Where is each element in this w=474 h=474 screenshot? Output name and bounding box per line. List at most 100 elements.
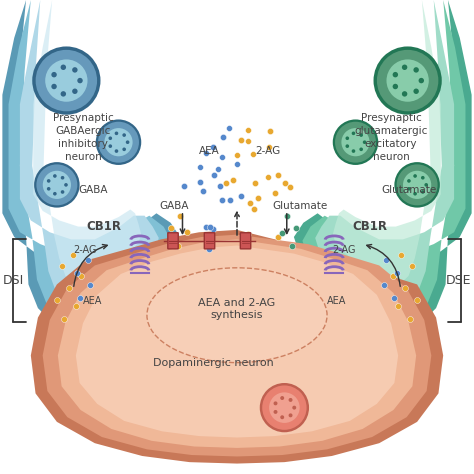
Circle shape xyxy=(280,396,284,400)
Circle shape xyxy=(289,413,292,417)
Text: GABA: GABA xyxy=(78,184,108,195)
Circle shape xyxy=(47,187,51,191)
Polygon shape xyxy=(43,235,431,456)
Text: AEA: AEA xyxy=(83,296,102,306)
Circle shape xyxy=(402,91,407,97)
Point xyxy=(244,127,251,134)
Point xyxy=(390,272,397,280)
Circle shape xyxy=(413,192,417,196)
Circle shape xyxy=(98,122,139,163)
Circle shape xyxy=(32,46,100,115)
Circle shape xyxy=(51,84,57,89)
Point xyxy=(244,137,252,145)
Polygon shape xyxy=(2,0,180,332)
Circle shape xyxy=(359,133,363,137)
Circle shape xyxy=(352,149,356,153)
Point xyxy=(227,196,234,203)
Circle shape xyxy=(273,401,277,405)
Point xyxy=(76,294,83,301)
Text: GABA: GABA xyxy=(160,201,189,211)
Text: Glutamate: Glutamate xyxy=(272,201,327,211)
Text: AEA: AEA xyxy=(199,146,220,156)
Point xyxy=(218,154,226,161)
Text: 2-AG: 2-AG xyxy=(255,146,281,156)
Polygon shape xyxy=(333,0,441,289)
Text: CB1R: CB1R xyxy=(87,220,122,233)
Point xyxy=(210,171,218,179)
Point xyxy=(413,296,421,303)
Point xyxy=(237,136,245,144)
Point xyxy=(176,212,184,219)
Polygon shape xyxy=(76,246,398,438)
Point xyxy=(380,282,388,289)
Point xyxy=(391,294,398,301)
Polygon shape xyxy=(31,230,443,464)
Point xyxy=(275,233,283,240)
Polygon shape xyxy=(9,0,172,326)
Circle shape xyxy=(292,406,296,410)
Text: Dopaminergic neuron: Dopaminergic neuron xyxy=(153,357,273,368)
Circle shape xyxy=(413,89,419,94)
Text: AEA and 2-AG
synthesis: AEA and 2-AG synthesis xyxy=(199,298,275,320)
Circle shape xyxy=(392,72,398,77)
Point xyxy=(225,124,233,131)
Circle shape xyxy=(269,392,300,423)
Point xyxy=(86,282,94,289)
Point xyxy=(167,224,174,231)
Point xyxy=(53,296,61,303)
Circle shape xyxy=(402,64,407,70)
Circle shape xyxy=(61,64,66,70)
Point xyxy=(60,315,68,322)
Text: AEA: AEA xyxy=(327,296,346,306)
Point xyxy=(181,182,188,190)
Polygon shape xyxy=(33,0,141,289)
Circle shape xyxy=(352,131,356,135)
Circle shape xyxy=(335,122,376,163)
Circle shape xyxy=(115,149,118,153)
Point xyxy=(254,194,262,201)
Point xyxy=(202,224,210,231)
Circle shape xyxy=(53,192,57,196)
Circle shape xyxy=(104,128,133,156)
Point xyxy=(77,272,84,280)
Point xyxy=(278,229,286,237)
Point xyxy=(271,189,278,197)
Circle shape xyxy=(407,179,411,183)
Circle shape xyxy=(421,176,425,180)
Circle shape xyxy=(64,183,68,187)
Circle shape xyxy=(51,72,57,77)
Point xyxy=(199,187,207,194)
Point xyxy=(70,251,77,259)
Point xyxy=(196,163,204,171)
Point xyxy=(223,179,230,186)
Polygon shape xyxy=(315,0,454,309)
Point xyxy=(393,269,401,276)
Circle shape xyxy=(109,144,112,148)
Circle shape xyxy=(341,128,370,156)
Circle shape xyxy=(273,410,277,414)
Point xyxy=(219,133,227,140)
Point xyxy=(229,176,237,183)
Point xyxy=(210,226,217,233)
Point xyxy=(383,256,390,264)
Circle shape xyxy=(386,59,429,102)
Point xyxy=(286,183,294,191)
Circle shape xyxy=(346,137,349,140)
Point xyxy=(283,212,291,219)
Point xyxy=(265,143,273,151)
Circle shape xyxy=(407,187,411,191)
FancyBboxPatch shape xyxy=(168,233,178,249)
Text: CB1R: CB1R xyxy=(352,220,387,233)
Circle shape xyxy=(377,50,438,111)
Circle shape xyxy=(53,174,57,178)
Circle shape xyxy=(419,78,424,83)
Circle shape xyxy=(36,50,97,111)
Circle shape xyxy=(413,174,417,178)
Circle shape xyxy=(61,91,66,97)
Circle shape xyxy=(61,190,64,194)
Circle shape xyxy=(77,78,83,83)
Point xyxy=(84,256,91,264)
Point xyxy=(233,161,241,168)
Point xyxy=(210,143,217,150)
FancyBboxPatch shape xyxy=(240,233,251,249)
